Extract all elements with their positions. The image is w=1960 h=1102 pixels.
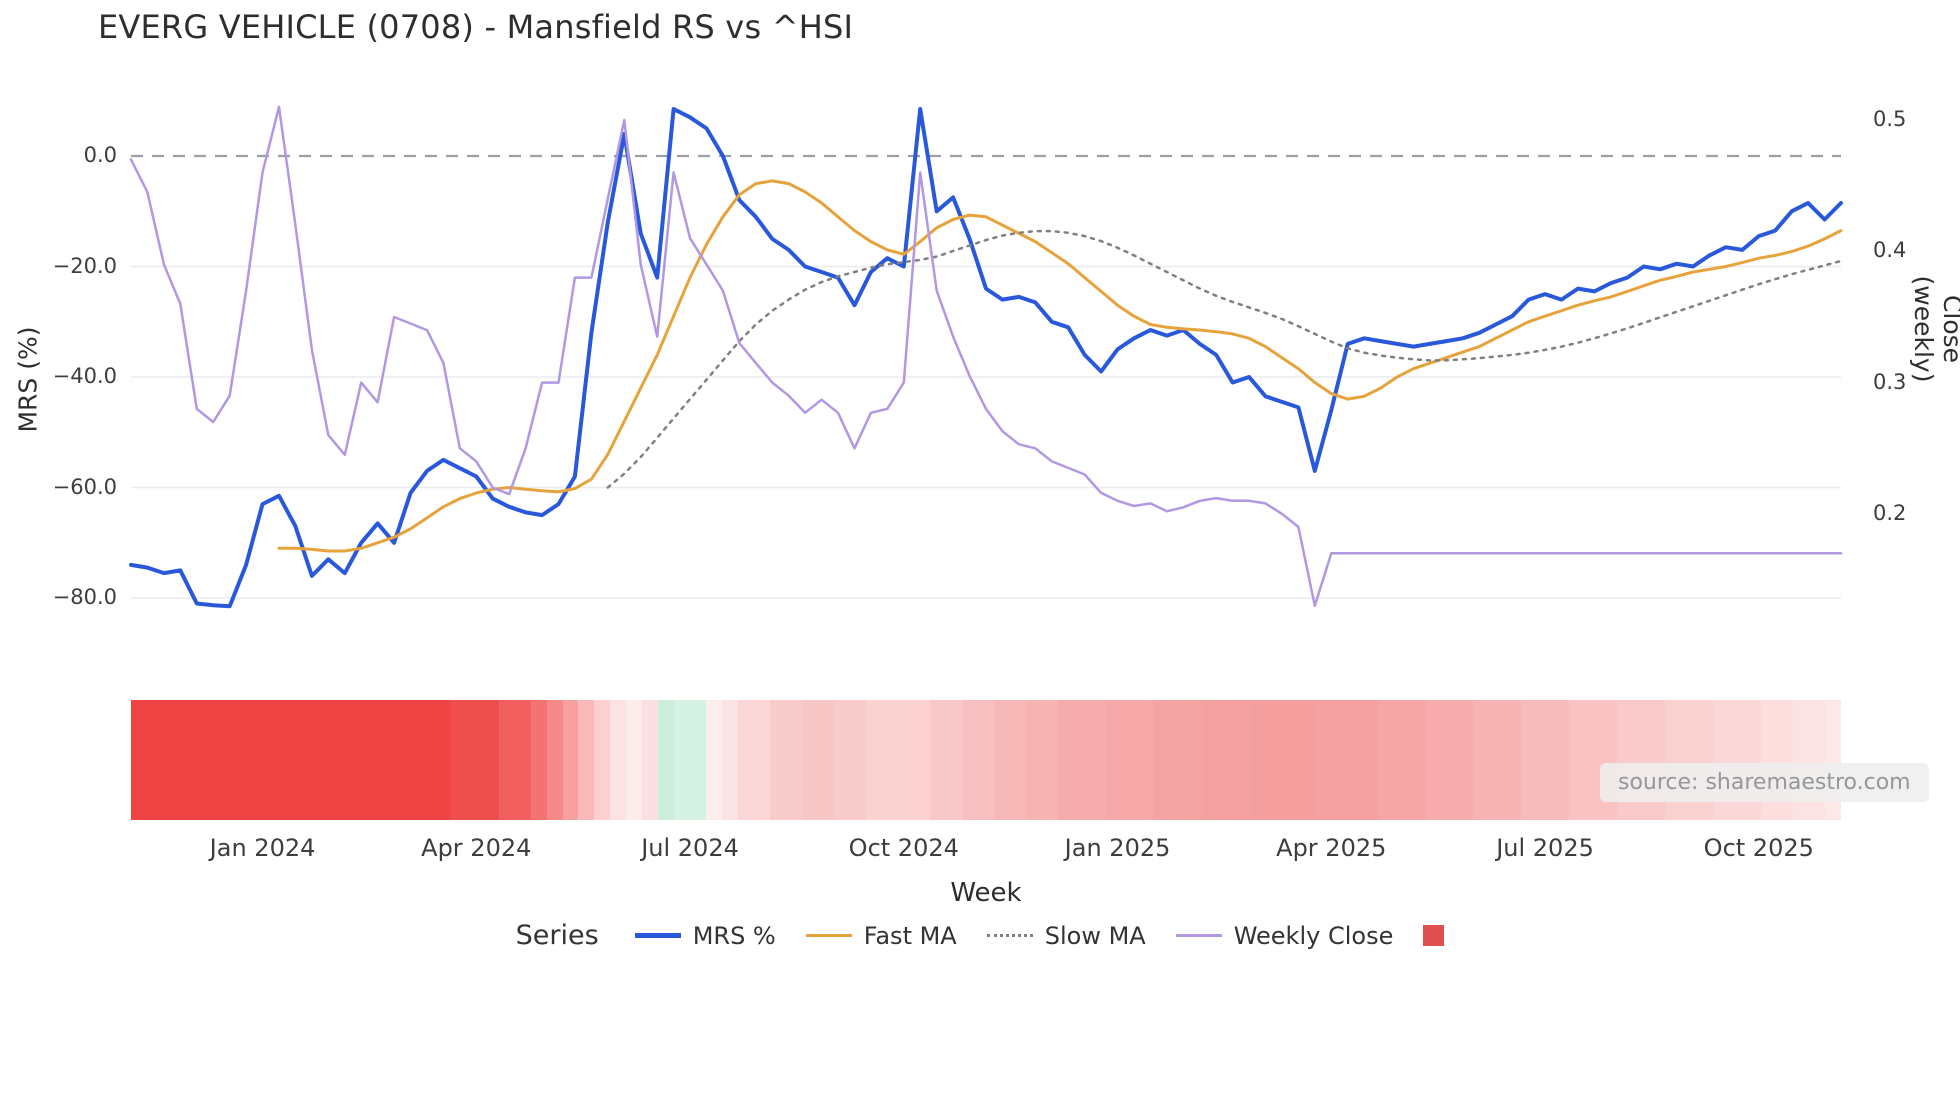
heatmap-cell	[866, 700, 899, 820]
heatmap-cell	[1153, 700, 1202, 820]
heatmap-cell	[1249, 700, 1314, 820]
legend-item: Slow MA	[986, 921, 1146, 950]
x-axis-tick-label: Oct 2024	[848, 834, 959, 862]
heatmap-cell	[1201, 700, 1250, 820]
legend-item: MRS %	[634, 921, 776, 950]
heatmap-strip	[131, 700, 1842, 820]
legend-item-label: Slow MA	[1044, 921, 1146, 950]
heatmap-cell	[706, 700, 723, 820]
left-axis-tick-label: −60.0	[52, 474, 117, 499]
x-axis-tick-label: Jul 2025	[1496, 834, 1594, 862]
heatmap-cell	[530, 700, 547, 820]
heatmap-cell	[1058, 700, 1106, 820]
x-axis-tick-label: Jul 2024	[641, 834, 739, 862]
series-fast-ma	[277, 179, 1843, 553]
x-axis-label: Week	[950, 878, 1022, 908]
x-axis-tick-label: Apr 2024	[421, 834, 532, 862]
legend-line-swatch-mrs-	[634, 933, 681, 938]
heatmap-cell	[770, 700, 803, 820]
legend: Series MRS % Fast MA Slow MA Weekly Close	[0, 920, 1960, 951]
heatmap-cell	[834, 700, 867, 820]
x-axis-tick-label: Jan 2024	[209, 834, 316, 862]
legend-item	[1423, 925, 1445, 946]
heatmap-cell	[930, 700, 963, 820]
heatmap-cell	[1313, 700, 1378, 820]
right-axis-tick-label: 0.4	[1873, 238, 1907, 263]
legend-line-swatch-fast-ma	[805, 934, 852, 937]
legend-item-label: Fast MA	[863, 921, 957, 950]
heatmap-cell	[1665, 700, 1714, 820]
heatmap-cell	[450, 700, 499, 820]
source-attribution: source: sharemaestro.com	[1600, 763, 1929, 802]
heatmap-cell	[1617, 700, 1666, 820]
heatmap-cell	[1473, 700, 1522, 820]
legend-item-label: MRS %	[692, 921, 776, 950]
chart-title: EVERG VEHICLE (0708) - Mansfield RS vs ^…	[98, 8, 854, 46]
legend-item-label: Weekly Close	[1233, 921, 1394, 950]
heatmap-cell	[498, 700, 531, 820]
heatmap-cell	[546, 700, 563, 820]
heatmap-cell	[674, 700, 707, 820]
heatmap-cell	[1713, 700, 1762, 820]
heatmap-cell	[898, 700, 931, 820]
series-slow-ma	[606, 229, 1843, 489]
legend-line-swatch-slow-ma	[986, 934, 1033, 937]
x-axis-tick-label: Jan 2025	[1064, 834, 1171, 862]
heatmap-cell	[802, 700, 835, 820]
heatmap-cell	[1377, 700, 1426, 820]
x-axis-tick-label: Oct 2025	[1703, 834, 1814, 862]
heatmap-cell	[610, 700, 627, 820]
heatmap-cell	[738, 700, 771, 820]
legend-item: Weekly Close	[1175, 921, 1394, 950]
heatmap-cell	[1569, 700, 1618, 820]
heatmap-cell	[658, 700, 675, 820]
right-axis-tick-label: 0.5	[1873, 107, 1907, 131]
legend-item: Fast MA	[805, 921, 957, 950]
heatmap-cell	[578, 700, 595, 820]
right-axis-tick-label: 0.2	[1873, 500, 1907, 525]
heatmap-cell	[594, 700, 611, 820]
heatmap-cell	[626, 700, 643, 820]
legend-title: Series	[515, 920, 599, 951]
heatmap-cell	[1793, 700, 1826, 820]
heatmap-cell	[1425, 700, 1474, 820]
heatmap-cell	[562, 700, 579, 820]
heatmap-cell	[1105, 700, 1154, 820]
left-axis-tick-label: −80.0	[52, 585, 117, 609]
series-weekly-close	[129, 105, 1843, 608]
heatmap-cell	[1521, 700, 1570, 820]
heatmap-cell	[994, 700, 1027, 820]
heatmap-cell	[642, 700, 659, 820]
x-axis-tick-label: Apr 2025	[1276, 834, 1387, 862]
heatmap-cell	[1026, 700, 1059, 820]
heatmap-cell	[1825, 700, 1842, 820]
left-axis-tick-label: 0.0	[83, 143, 117, 167]
heatmap-cell	[722, 700, 739, 820]
right-axis-tick-label: 0.3	[1873, 369, 1907, 394]
heatmap-cell	[131, 700, 451, 820]
left-axis-tick-label: −20.0	[52, 253, 117, 278]
legend-line-swatch-weekly-close	[1175, 934, 1222, 937]
heatmap-cell	[962, 700, 995, 820]
legend-square-swatch	[1423, 925, 1445, 946]
series-mrs	[129, 107, 1843, 609]
heatmap-cell	[1761, 700, 1794, 820]
left-axis-tick-label: −40.0	[52, 364, 117, 388]
